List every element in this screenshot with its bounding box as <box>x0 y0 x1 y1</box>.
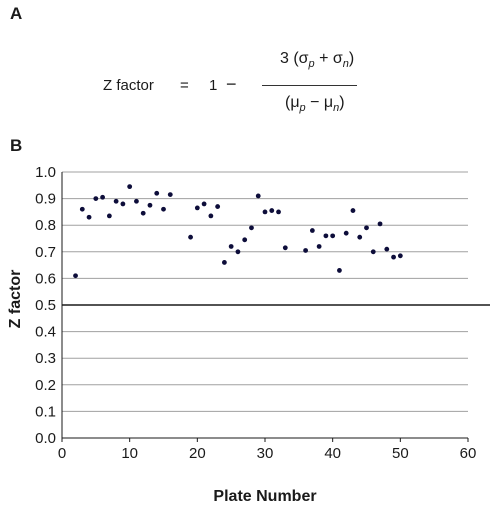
formula-lhs: Z factor <box>103 77 154 94</box>
data-point <box>93 196 99 202</box>
data-point <box>337 268 342 273</box>
data-point <box>208 213 214 219</box>
data-point <box>391 254 396 260</box>
y-tick-label: 0.6 <box>35 270 56 287</box>
x-tick-label: 0 <box>58 445 66 462</box>
data-point <box>215 204 221 209</box>
panel-label-a: A <box>10 4 23 23</box>
y-tick-label: 0.1 <box>35 403 56 420</box>
y-axis-title: Z factor <box>7 270 24 329</box>
data-points <box>73 184 403 279</box>
data-point <box>276 209 281 215</box>
formula-denominator: (μp − μn) <box>285 94 345 115</box>
data-point <box>161 206 166 212</box>
data-point <box>147 202 153 208</box>
y-tick-label: 0.8 <box>35 217 56 234</box>
data-point <box>384 246 390 252</box>
data-point <box>330 233 336 239</box>
formula-numerator: 3 (σp + σn) <box>280 50 355 71</box>
y-tick-label: 0.0 <box>35 430 56 447</box>
data-point <box>235 249 241 255</box>
x-tick-label: 50 <box>392 445 409 462</box>
data-point <box>73 273 78 279</box>
fraction-bar <box>262 85 357 86</box>
x-tick-label: 60 <box>460 445 477 462</box>
data-point <box>140 210 146 216</box>
data-point <box>370 249 376 255</box>
data-point <box>364 225 369 231</box>
x-tick-label: 20 <box>189 445 206 462</box>
y-tick-label: 1.0 <box>35 164 56 181</box>
grid-lines <box>62 171 490 412</box>
data-point <box>120 201 126 207</box>
data-point <box>249 225 254 231</box>
data-point <box>167 192 173 198</box>
data-point <box>188 234 193 240</box>
y-tick-label: 0.7 <box>35 244 56 261</box>
x-tick-label: 10 <box>121 445 138 462</box>
data-point <box>262 209 268 215</box>
y-tick-label: 0.9 <box>35 191 56 208</box>
data-point <box>154 190 160 196</box>
z-factor-formula: Z factor = 1 − 3 (σp + σn) (μp − μn) <box>0 40 500 130</box>
data-point <box>86 214 92 220</box>
data-point <box>350 208 356 213</box>
x-axis-title: Plate Number <box>213 488 316 505</box>
data-point <box>100 194 105 200</box>
data-point <box>316 244 322 249</box>
data-point <box>303 248 308 253</box>
panel-label-b: B <box>10 136 23 155</box>
formula-equals: = <box>180 77 189 94</box>
data-point <box>357 234 363 240</box>
data-point <box>242 237 248 243</box>
x-tick-label: 40 <box>324 445 341 462</box>
data-point <box>194 205 200 211</box>
data-point <box>228 244 234 249</box>
data-point <box>127 184 133 190</box>
data-point <box>282 245 288 251</box>
y-tick-label: 0.4 <box>35 324 56 341</box>
data-point <box>201 201 207 207</box>
y-tick-label: 0.2 <box>35 377 56 394</box>
data-point <box>343 230 349 236</box>
data-point <box>79 206 85 212</box>
x-tick-label: 30 <box>257 445 274 462</box>
axes <box>61 172 469 442</box>
tick-labels: 0.0 0.1 0.2 0.3 0.4 0.5 0.6 0.7 0.8 0.9 1.0 0 10 20 30… <box>35 164 476 462</box>
formula-one: 1 <box>209 77 218 94</box>
y-tick-label: 0.5 <box>35 297 56 314</box>
data-point <box>134 198 139 204</box>
data-point <box>106 213 112 219</box>
data-point <box>255 193 261 199</box>
data-point <box>377 221 383 227</box>
data-point <box>269 208 275 213</box>
y-tick-label: 0.3 <box>35 350 56 367</box>
data-point <box>323 233 329 239</box>
data-point <box>309 228 315 233</box>
data-point <box>222 260 227 265</box>
data-point <box>397 253 403 259</box>
formula-minus: − <box>226 74 237 94</box>
data-point <box>113 198 119 204</box>
